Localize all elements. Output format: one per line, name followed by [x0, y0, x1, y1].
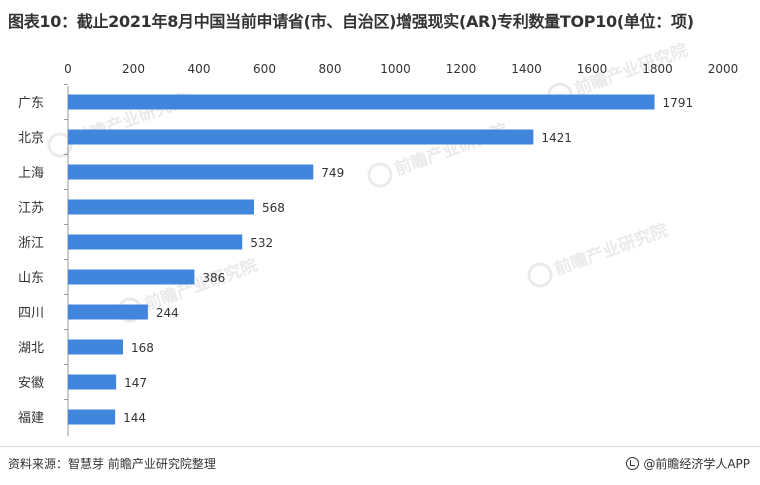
bar: [68, 304, 148, 320]
x-tick-label: 600: [253, 62, 276, 76]
bar-row: 四川 244: [18, 294, 179, 321]
data-label: 1791: [663, 96, 694, 110]
x-axis-ticks: 0 200 400 600 800 1000 1200 1400 1600 1800 2000: [64, 62, 738, 76]
bar: [68, 269, 195, 285]
x-tick-label: 1600: [577, 62, 608, 76]
bar-row: 北京 1421: [18, 119, 572, 146]
data-label: 532: [250, 236, 273, 250]
bar-row: 江苏 568: [18, 189, 285, 216]
x-tick-label: 200: [122, 62, 145, 76]
x-tick-label: 2000: [708, 62, 739, 76]
x-tick-label: 800: [319, 62, 342, 76]
bar: [68, 164, 314, 180]
watermark-logo-icon: [367, 162, 393, 188]
bars-layer: 广东 1791 北京 1421 上海 749 江苏 568 浙江 532 山东 386 四川 244 湖北 1…: [18, 84, 694, 426]
category-label: 江苏: [18, 200, 44, 216]
x-tick-label: 1800: [642, 62, 673, 76]
x-tick-label: 400: [188, 62, 211, 76]
bar-row: 广东 1791: [18, 84, 694, 111]
chart-title: 图表10：截止2021年8月中国当前申请省(市、自治区)增强现实(AR)专利数量…: [8, 12, 694, 31]
bar-row: 山东 386: [18, 259, 225, 286]
bar-row: 浙江 532: [18, 224, 273, 251]
x-tick-label: 1400: [511, 62, 542, 76]
category-label: 北京: [18, 131, 44, 146]
data-label: 168: [131, 341, 154, 355]
data-label: 1421: [541, 131, 572, 145]
data-label: 749: [321, 166, 344, 180]
x-tick-label: 1000: [380, 62, 411, 76]
watermark-text: 前瞻产业研究院: [552, 219, 671, 279]
bar: [68, 339, 124, 355]
data-label: 386: [202, 271, 225, 285]
watermark-logo-icon: [527, 262, 553, 288]
category-label: 山东: [18, 271, 44, 286]
bar: [68, 94, 655, 110]
bar: [68, 409, 116, 425]
bar: [68, 129, 534, 145]
category-label: 浙江: [18, 236, 44, 251]
watermark-text: 前瞻产业研究院: [392, 119, 511, 179]
bar-row: 安徽 147: [18, 364, 147, 391]
bar-row: 上海 749: [18, 154, 344, 181]
bar-row: 福建 144: [18, 399, 146, 426]
watermark: 前瞻产业研究院: [367, 119, 511, 188]
footer: 资料来源：智慧芽 前瞻产业研究院整理 @前瞻经济学人APP: [0, 446, 760, 485]
watermark: 前瞻产业研究院: [527, 219, 671, 288]
source-note: 资料来源：智慧芽 前瞻产业研究院整理: [8, 457, 216, 471]
bar-row: 湖北 168: [18, 329, 154, 356]
category-label: 广东: [18, 96, 44, 111]
app-credit: @前瞻经济学人APP: [626, 455, 750, 472]
data-label: 144: [123, 411, 146, 425]
category-label: 安徽: [18, 376, 44, 391]
app-logo-icon: [626, 457, 640, 470]
app-credit-label: @前瞻经济学人APP: [643, 457, 750, 471]
x-tick-label: 0: [64, 62, 72, 76]
x-tick-label: 1200: [446, 62, 477, 76]
bar: [68, 374, 117, 390]
bar: [68, 199, 255, 215]
category-label: 上海: [18, 166, 44, 181]
category-label: 湖北: [18, 341, 44, 356]
category-label: 福建: [18, 411, 44, 426]
data-label: 568: [262, 201, 285, 215]
data-label: 147: [124, 376, 147, 390]
category-label: 四川: [18, 306, 44, 321]
bar: [68, 234, 243, 250]
data-label: 244: [156, 306, 179, 320]
